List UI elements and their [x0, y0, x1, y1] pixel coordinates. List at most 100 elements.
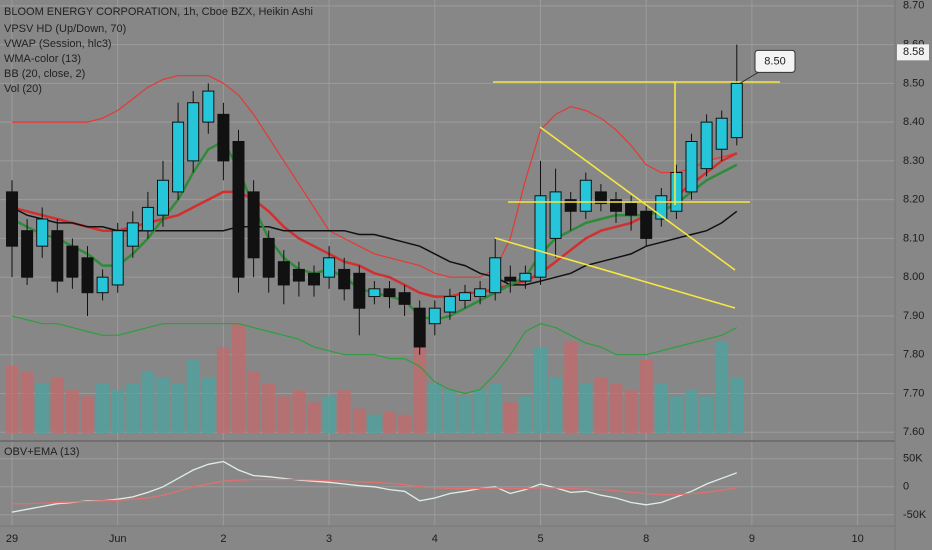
- x-tick-label: 8: [643, 533, 649, 545]
- candle-body: [308, 272, 320, 286]
- x-tick-label: 10: [851, 533, 863, 545]
- candle-body: [459, 292, 471, 301]
- candle-body: [262, 237, 275, 278]
- volume-bar: [277, 396, 291, 433]
- volume-bar: [654, 384, 668, 433]
- obv-title: OBV+EMA (13): [4, 446, 80, 458]
- volume-bar: [639, 359, 653, 433]
- volume-bar: [307, 402, 321, 433]
- volume-bar: [65, 390, 79, 433]
- volume-bar: [232, 323, 245, 433]
- candle-body: [353, 272, 366, 309]
- indicator-line: [11, 315, 738, 395]
- trendline: [539, 126, 736, 271]
- y-tick-label: 8.70: [903, 0, 924, 12]
- volume-bar: [337, 390, 351, 433]
- volume-bar: [443, 390, 457, 433]
- volume-bar: [518, 396, 532, 433]
- axes: 7.60 7.70 7.80 7.90 8.00 8.10 8.20 8.30 8.40 8.50…: [6, 0, 929, 545]
- candle-body: [6, 191, 18, 247]
- obv-tick-label: 0: [903, 481, 909, 493]
- obv-tick-label: -50K: [903, 509, 927, 521]
- y-tick-label: 8.00: [903, 271, 924, 283]
- candle-body: [579, 179, 592, 212]
- x-tick-label: 29: [6, 533, 18, 545]
- volume-bar: [413, 335, 427, 433]
- candle-body: [428, 307, 441, 325]
- volume-bar: [96, 384, 110, 433]
- volume-bar: [549, 378, 563, 433]
- candle-body: [96, 276, 109, 294]
- candle-body: [217, 113, 230, 162]
- volume-bar: [111, 390, 125, 433]
- legend: BLOOM ENERGY CORPORATION, 1h, Cboe BZX, …: [4, 6, 313, 458]
- candle-body: [670, 172, 683, 212]
- candle-body: [66, 245, 79, 278]
- candle-body: [111, 230, 124, 286]
- y-tick-label: 8.50: [903, 77, 924, 89]
- y-tick-label: 7.90: [903, 310, 924, 322]
- volume-bar: [473, 390, 487, 433]
- volume-bar: [564, 341, 578, 433]
- x-tick-label: Jun: [109, 533, 127, 545]
- volume-bar: [669, 396, 683, 433]
- candle-body: [292, 268, 305, 282]
- candle-body: [368, 288, 381, 298]
- volume-bar: [398, 414, 412, 433]
- volume-bar: [383, 411, 396, 433]
- candle-body: [398, 292, 411, 305]
- x-tick-label: 9: [749, 533, 755, 545]
- candle-body: [126, 222, 139, 247]
- x-tick-label: 4: [432, 533, 438, 545]
- volume-bar: [201, 378, 215, 433]
- volume-bar: [700, 396, 714, 433]
- candle-body: [338, 268, 351, 290]
- y-tick-label: 8.20: [903, 194, 924, 206]
- volume-pane: [5, 323, 744, 433]
- x-tick-label: 3: [326, 533, 332, 545]
- volume-bar: [715, 341, 729, 433]
- candle-body: [232, 140, 245, 278]
- x-tick-label: 5: [537, 533, 543, 545]
- volume-bar: [428, 384, 442, 433]
- volume-bar: [730, 378, 744, 433]
- candle-body: [277, 261, 290, 286]
- candle-body: [21, 230, 34, 278]
- y-tick-label: 7.60: [903, 426, 924, 438]
- volume-bar: [20, 371, 34, 433]
- volume-bar: [247, 371, 261, 433]
- annotation-label: 8.50: [764, 55, 785, 67]
- volume-bar: [216, 347, 230, 433]
- volume-bar: [458, 396, 472, 433]
- volume-bar: [5, 365, 19, 433]
- y-tick-label: 8.40: [903, 116, 924, 128]
- volume-bar: [81, 396, 94, 433]
- candle-body: [549, 191, 562, 239]
- legend-item: WMA-color (13): [4, 53, 81, 65]
- legend-item: Vol (20): [4, 83, 42, 95]
- candle-body: [640, 210, 653, 239]
- volume-bar: [292, 390, 306, 433]
- candle-body: [187, 102, 200, 162]
- volume-bar: [579, 384, 593, 433]
- candle-body: [489, 257, 502, 294]
- candle-body: [534, 195, 547, 278]
- volume-bar: [503, 402, 517, 433]
- volume-bar: [156, 378, 170, 433]
- volume-bar: [594, 378, 608, 433]
- candle-body: [655, 195, 668, 220]
- volume-bar: [141, 371, 155, 433]
- legend-item: VWAP (Session, hlc3): [4, 38, 112, 50]
- candle-body: [81, 257, 94, 294]
- candle-body: [172, 121, 185, 193]
- candle-body: [519, 272, 532, 282]
- volume-bar: [50, 378, 64, 433]
- candle-body: [685, 140, 698, 193]
- candle-body: [141, 206, 154, 232]
- candle-body: [157, 179, 169, 216]
- volume-bar: [367, 414, 381, 433]
- obv-tick-label: 50K: [903, 453, 923, 465]
- candle-body: [504, 276, 517, 282]
- volume-bar: [624, 390, 638, 433]
